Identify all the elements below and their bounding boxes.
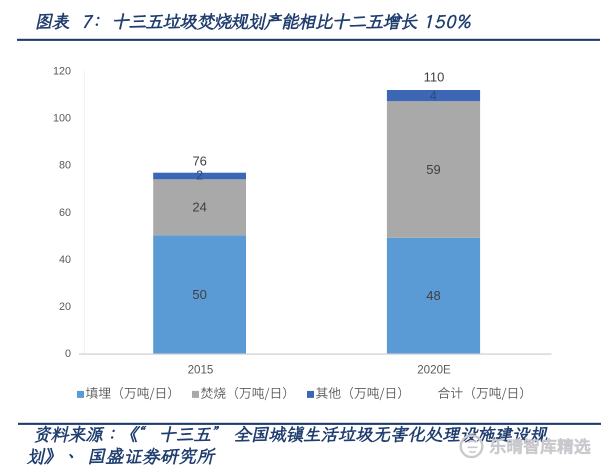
svg-text:50: 50 bbox=[192, 287, 206, 302]
svg-text:2: 2 bbox=[196, 169, 203, 183]
svg-text:0: 0 bbox=[65, 348, 71, 360]
svg-text:48: 48 bbox=[426, 288, 440, 303]
svg-text:80: 80 bbox=[59, 160, 71, 172]
svg-text:120: 120 bbox=[53, 66, 71, 78]
svg-text:100: 100 bbox=[53, 113, 71, 125]
svg-text:24: 24 bbox=[192, 200, 206, 215]
svg-text:76: 76 bbox=[192, 153, 206, 168]
svg-text:59: 59 bbox=[426, 162, 440, 177]
svg-text:2020E: 2020E bbox=[417, 363, 451, 376]
svg-text:40: 40 bbox=[59, 254, 71, 266]
svg-text:2015: 2015 bbox=[188, 363, 214, 376]
svg-text:4: 4 bbox=[430, 89, 437, 103]
svg-text:20: 20 bbox=[59, 301, 71, 313]
svg-text:110: 110 bbox=[424, 69, 445, 84]
svg-text:60: 60 bbox=[59, 207, 71, 219]
